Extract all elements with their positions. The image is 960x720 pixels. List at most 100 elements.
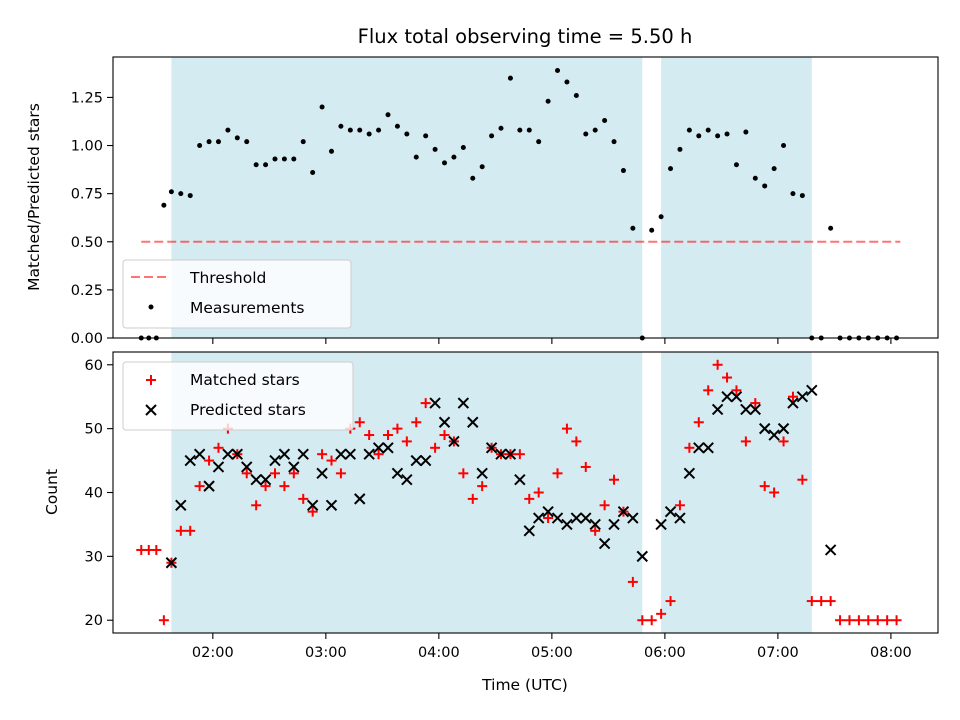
predicted-star-point-b xyxy=(259,474,272,486)
measurement-point xyxy=(733,162,739,168)
x-tick-label: 04:00 xyxy=(418,645,460,661)
measurement-point xyxy=(161,202,167,208)
predicted-star-point-b xyxy=(570,512,583,524)
measurement-point xyxy=(573,92,579,98)
predicted-star-point-b xyxy=(749,403,762,416)
matched-star-point xyxy=(787,391,798,402)
predicted-star-point xyxy=(542,505,554,518)
measurement-point xyxy=(338,123,344,129)
y-tick-label: 60 xyxy=(85,358,103,374)
matched-star-point xyxy=(599,500,610,511)
predicted-star-point-b xyxy=(391,467,404,480)
matched-star-point xyxy=(806,596,817,607)
measurement-point xyxy=(187,193,193,199)
predicted-star-point-b xyxy=(457,397,470,409)
measurement-point xyxy=(385,112,391,118)
measurement-point xyxy=(686,127,692,133)
measurement-point xyxy=(507,75,513,81)
measurement-point xyxy=(790,191,796,197)
predicted-star-point xyxy=(354,493,366,505)
predicted-star-point xyxy=(598,537,611,550)
predicted-star-point xyxy=(561,518,573,531)
predicted-star-point-b xyxy=(824,544,837,556)
matched-star-point xyxy=(317,449,328,460)
predicted-star-point xyxy=(740,403,752,416)
bottom-y-axis-label: Count xyxy=(43,469,61,515)
predicted-star-point-b xyxy=(306,499,319,511)
matched-star-point xyxy=(401,436,412,447)
predicted-star-point-b xyxy=(165,557,178,569)
matched-star-point xyxy=(533,487,544,498)
matched-star-point xyxy=(891,615,902,626)
measurement-point xyxy=(630,225,636,231)
predicted-star-point xyxy=(175,499,187,511)
predicted-star-point-b xyxy=(476,467,488,480)
top-plot-frame xyxy=(112,56,939,339)
measurement-point xyxy=(357,127,363,133)
predicted-star-point xyxy=(777,422,790,435)
matched-star-point xyxy=(269,468,280,479)
top-x-axis-ticks xyxy=(212,338,892,344)
measurement-point xyxy=(470,175,476,181)
predicted-star-point xyxy=(250,474,262,486)
matched-star-point xyxy=(430,442,441,453)
predicted-star-point-b xyxy=(382,442,394,454)
measurement-point xyxy=(555,67,561,73)
matched-star-point xyxy=(411,417,422,428)
predicted-star-point-b xyxy=(787,397,799,409)
matched-star-point xyxy=(769,487,780,498)
matched-legend-label: Matched stars xyxy=(190,371,300,389)
measurement-point xyxy=(828,225,834,231)
predicted-star-point-b xyxy=(448,435,460,448)
matched-star-point xyxy=(458,468,469,479)
measurement-point xyxy=(197,143,203,149)
predicted-star-point xyxy=(410,454,422,467)
measurement-point xyxy=(545,98,551,104)
predicted-star-point xyxy=(721,390,733,403)
bottom-panel: 20 30 40 50 60 02:00 03:00 04:00 05:00 06:00 07:0… xyxy=(43,351,939,694)
y-tick-label: 0.25 xyxy=(71,283,103,299)
predicted-star-point xyxy=(768,429,780,441)
predicted-star-point xyxy=(664,505,677,518)
predicted-star-point-b xyxy=(231,448,244,460)
matched-star-point xyxy=(816,596,827,607)
measurement-point xyxy=(564,79,570,85)
predicted-star-point-b xyxy=(325,499,338,511)
matched-star-point xyxy=(213,442,224,453)
predicted-star-point xyxy=(212,461,225,473)
matched-star-point xyxy=(298,493,309,504)
predicted-star-point xyxy=(523,525,535,537)
measurement-point xyxy=(310,169,316,175)
measurement-point xyxy=(413,154,419,160)
predicted-star-point xyxy=(241,461,253,473)
measurement-point xyxy=(752,175,758,181)
predicted-star-point-b xyxy=(363,448,375,460)
top-panel: Flux total observing time = 5.50 h 0.000… xyxy=(25,25,939,347)
measurement-point xyxy=(168,189,174,195)
measurement-point xyxy=(460,144,466,150)
matched-star-point xyxy=(241,468,252,479)
top-y-axis-ticks: 0.00 0.25 0.50 0.75 1.00 1.25 xyxy=(71,90,113,347)
measurement-point xyxy=(762,183,768,189)
measurements-legend-swatch xyxy=(148,304,154,310)
predicted-star-point xyxy=(749,403,762,416)
predicted-star-point-b xyxy=(288,461,300,473)
predicted-star-point-b xyxy=(250,474,262,486)
measurement-point xyxy=(517,127,523,133)
predicted-legend-swatch xyxy=(145,404,157,416)
measurement-point xyxy=(300,139,306,145)
measurement-point xyxy=(404,131,410,137)
predicted-star-point xyxy=(325,499,338,511)
measurement-point xyxy=(272,156,278,162)
measurement-point xyxy=(658,214,664,220)
matched-star-point xyxy=(561,423,572,434)
predicted-star-point xyxy=(203,480,215,492)
predicted-star-point xyxy=(165,557,178,569)
predicted-star-point-b xyxy=(683,467,696,480)
measurement-point xyxy=(234,135,240,141)
predicted-star-point-b xyxy=(777,422,790,435)
matched-star-point xyxy=(364,430,375,441)
predicted-star-point-b xyxy=(617,505,630,518)
measurement-point xyxy=(281,156,287,162)
predicted-star-point-b xyxy=(212,461,225,473)
